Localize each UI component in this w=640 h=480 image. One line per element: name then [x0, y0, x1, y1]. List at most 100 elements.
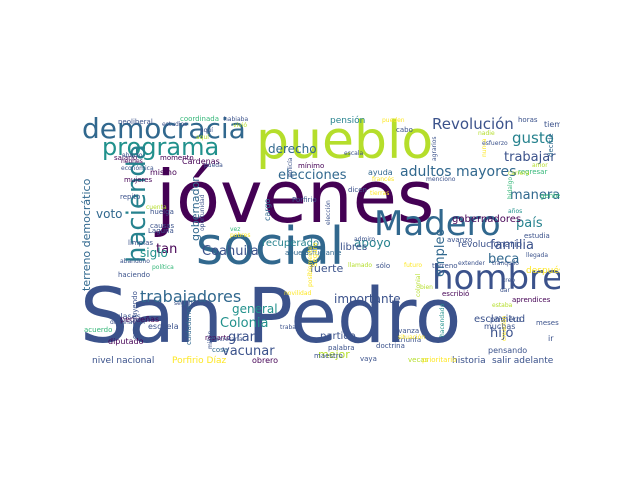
word: oportunidad — [199, 194, 206, 231]
word: palabra — [328, 344, 355, 352]
word: dicen — [348, 186, 367, 194]
word: gobernadores — [452, 214, 522, 225]
word: aprendices — [512, 296, 551, 304]
word: ayuda — [368, 168, 393, 177]
word: estaba — [492, 302, 513, 309]
word: reparto — [205, 334, 231, 342]
word: tan — [156, 242, 178, 257]
word: causas — [150, 222, 175, 230]
word: manera — [510, 188, 560, 203]
word: partido — [320, 331, 356, 342]
word: amor — [532, 162, 548, 169]
word: limpias — [128, 239, 154, 247]
word: Revolución — [432, 115, 514, 133]
word: clases — [116, 312, 141, 321]
word: meses — [536, 319, 559, 327]
word: importante — [334, 292, 401, 306]
word: cosa — [212, 346, 229, 354]
word: aquí — [196, 134, 209, 141]
word: acuerdo — [84, 326, 113, 334]
word: hidalgo — [507, 176, 514, 199]
word: pueden — [382, 117, 405, 124]
word: pensando — [488, 346, 528, 355]
word: dominación — [110, 319, 145, 326]
word: Porfirio — [292, 196, 317, 204]
word: después — [526, 266, 560, 276]
word: avanza — [394, 327, 420, 335]
word: Cárdenas — [182, 157, 220, 166]
word: cargo — [263, 198, 272, 221]
word: novilidad — [284, 290, 312, 297]
word: pueblo — [256, 113, 434, 171]
word: trabajadores — [140, 287, 242, 306]
word: avanzo — [447, 236, 473, 244]
word: primero — [490, 315, 522, 324]
word: policía — [287, 157, 294, 177]
word: abuelo — [285, 249, 309, 257]
word: llegada — [526, 252, 548, 259]
word: regresar — [518, 168, 548, 176]
word: maestro — [314, 352, 343, 360]
word: escuela — [148, 322, 179, 331]
word: elecciones — [278, 168, 347, 183]
word: sólo — [376, 262, 391, 270]
word: jóvenes — [156, 155, 435, 239]
word: siglo — [140, 246, 168, 260]
word: trabajo — [280, 324, 302, 331]
word: terreno — [432, 262, 458, 270]
word: horas — [518, 116, 538, 124]
word: Seguro — [311, 242, 319, 267]
word: prioritario — [422, 356, 457, 364]
word: historia — [452, 356, 486, 366]
word: mismo — [150, 168, 177, 177]
word: pensión — [330, 116, 366, 126]
word: Estudiante — [304, 249, 342, 257]
word: años — [508, 208, 523, 215]
word: millón — [207, 330, 214, 349]
word: abrazo — [122, 152, 143, 159]
word-cloud: San Pedro jóvenes pueblo social hombre M… — [80, 113, 560, 368]
word: política — [152, 264, 174, 271]
word: estudios — [162, 121, 188, 128]
word: aquí — [200, 127, 213, 134]
word: muchas — [484, 322, 516, 331]
word: creo — [502, 277, 515, 284]
word: construyendo — [131, 291, 139, 339]
word: abandono — [120, 258, 150, 265]
word: cabo — [396, 126, 413, 134]
word: programa — [102, 133, 220, 161]
word: hacendado — [439, 303, 446, 337]
word: esfuerzo — [482, 140, 508, 147]
word: bien — [420, 284, 433, 291]
word: salir adelante — [492, 356, 554, 366]
word: Madero — [374, 204, 501, 244]
word: pueda — [204, 162, 223, 169]
word: huelga — [150, 208, 174, 216]
word: cuidadanos — [185, 304, 193, 345]
word: coordinada — [180, 115, 220, 123]
word: terreno democrático — [80, 178, 93, 291]
word: vivió — [233, 122, 248, 129]
word: escala — [344, 150, 364, 157]
word: tierras — [370, 190, 390, 197]
word: mínimo — [298, 162, 325, 170]
word: obrero — [252, 356, 279, 365]
word: doctrina — [376, 342, 405, 350]
word: momento — [160, 154, 194, 162]
word: hijo — [490, 326, 514, 341]
word: neoliberal — [118, 118, 153, 126]
word: francés — [372, 176, 395, 183]
word: Colonia — [220, 316, 269, 331]
word: creación — [501, 315, 508, 341]
word: carrera — [508, 170, 530, 177]
word: Porfirio Díaz — [172, 356, 227, 366]
word: neones — [121, 158, 143, 165]
word: nadie — [478, 130, 495, 137]
word: económica — [121, 165, 154, 172]
word: trabajar — [504, 150, 556, 165]
word: haciendo — [118, 271, 150, 279]
word: elección — [325, 200, 332, 225]
word: derecho — [268, 142, 317, 156]
word: ir — [548, 334, 554, 343]
word: Laguna — [148, 227, 174, 235]
